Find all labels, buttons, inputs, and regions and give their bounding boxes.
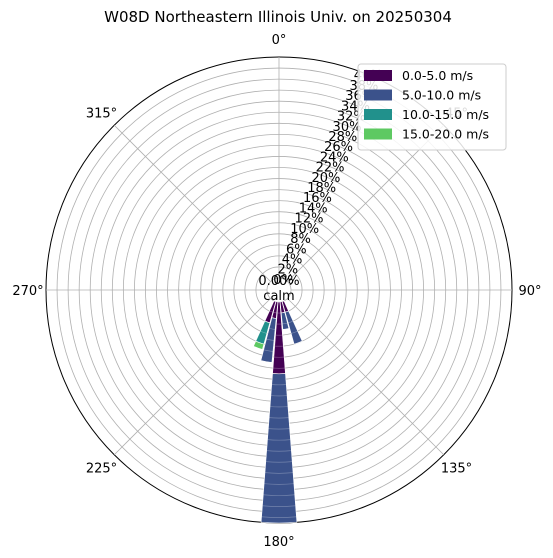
calm-text-label: calm	[263, 289, 294, 304]
wind-bars	[253, 300, 303, 524]
chart-title: W08D Northeastern Illinois Univ. on 2025…	[104, 8, 452, 26]
direction-label: 270°	[12, 284, 43, 299]
wind-bar-segment	[260, 317, 277, 363]
radial-tick-label: 14%	[299, 202, 328, 217]
legend-entry-label: 15.0-20.0 m/s	[402, 127, 489, 142]
direction-label: 180°	[263, 535, 294, 550]
radial-tick-label: 6%	[286, 242, 307, 257]
radial-tick-label: 16%	[303, 191, 332, 206]
bar-grid-overlay	[264, 483, 294, 485]
wind-bar-segment	[280, 311, 290, 330]
wind-bar-segment	[253, 340, 265, 350]
bar-grid-overlay	[273, 312, 277, 314]
radial-tick-label: 26%	[324, 140, 353, 155]
legend-swatch	[364, 70, 392, 81]
direction-label: 90°	[518, 284, 541, 299]
radial-tick-label: 28%	[328, 130, 357, 145]
bar-grid-overlay	[260, 330, 267, 334]
grid-spoke	[113, 298, 271, 456]
bar-grid-overlay	[288, 320, 294, 324]
legend-entry-label: 5.0-10.0 m/s	[402, 88, 481, 103]
legend: 0.0-5.0 m/s 5.0-10.0 m/s 10.0-15.0 m/s 15.0…	[357, 63, 507, 151]
radial-tick-label: 12%	[295, 212, 324, 227]
wind-bar-segment	[284, 310, 303, 345]
direction-label: 135°	[441, 462, 472, 477]
grid-spoke	[287, 298, 445, 456]
radial-tick-labels: 0%2%4%6%8%10%12%14%16%18%20%22%24%26%28%…	[273, 69, 382, 288]
wind-bar-segment	[260, 373, 298, 524]
radial-tick-label: 4%	[282, 253, 303, 268]
direction-label: 0°	[272, 33, 287, 48]
radial-tick-label: 20%	[311, 171, 340, 186]
legend-frame	[357, 63, 507, 151]
bar-grid-overlay	[265, 461, 293, 463]
bar-grid-overlay	[291, 330, 298, 334]
radial-tick-label: 24%	[320, 150, 349, 165]
grid-spoke	[287, 124, 445, 282]
bar-grid-overlay	[264, 472, 294, 474]
radial-tick-label: 22%	[316, 161, 345, 176]
bar-grid-overlay	[262, 505, 296, 507]
calm-value-label: 0.00%	[258, 274, 299, 289]
legend-swatch	[364, 109, 392, 120]
radial-tick-label: 2%	[277, 263, 298, 278]
grid-spoke	[113, 124, 271, 282]
direction-label: 225°	[86, 462, 117, 477]
legend-swatch	[364, 128, 392, 140]
radial-tick-label: 0%	[273, 273, 294, 288]
bar-grid-overlay	[261, 516, 297, 518]
direction-label: 315°	[86, 107, 117, 122]
radial-tick-label: 8%	[290, 232, 311, 247]
legend-entry-label: 0.0-5.0 m/s	[402, 68, 473, 83]
bar-grid-overlay	[269, 328, 276, 330]
radial-tick-label: 30%	[333, 120, 362, 135]
calm-indicator: 0.00% calm	[258, 274, 299, 304]
bar-grid-overlay	[282, 322, 288, 325]
radial-tick-label: 10%	[290, 222, 319, 237]
legend-entry-label: 10.0-15.0 m/s	[402, 107, 489, 122]
bar-grid-overlay	[266, 338, 275, 341]
legend-swatch	[364, 89, 392, 101]
radial-tick-label: 18%	[307, 181, 336, 196]
bar-grid-overlay	[263, 349, 274, 352]
bar-grid-overlay	[263, 494, 295, 496]
bar-grid-overlay	[269, 310, 273, 313]
